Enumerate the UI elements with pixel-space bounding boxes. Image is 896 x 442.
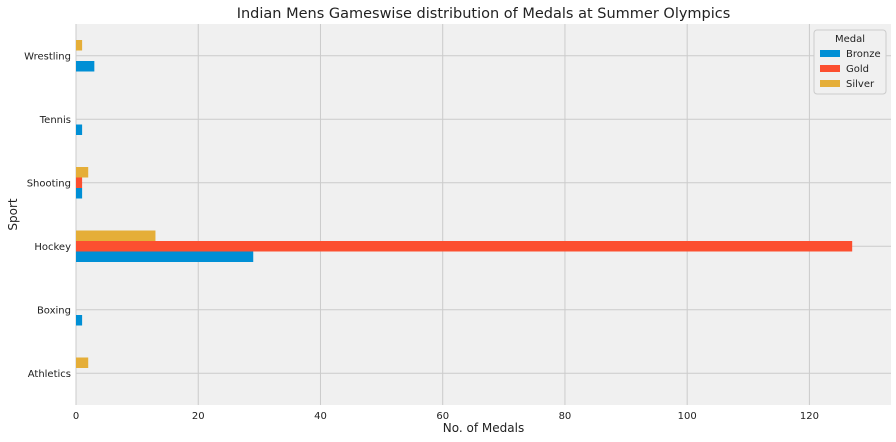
y-tick-label: Hockey (34, 242, 71, 253)
bar-bronze-shooting (76, 188, 83, 199)
legend-label-gold: Gold (846, 64, 869, 75)
legend-box (813, 29, 887, 95)
bar-bronze-tennis (76, 124, 83, 135)
bar-bronze-hockey (76, 251, 254, 262)
y-tick-labels: Athletics Boxing Hockey Shooting Tennis Wrest… (24, 51, 71, 380)
x-tick-label: 120 (800, 411, 819, 422)
bars (76, 40, 853, 368)
bar-gold-hockey (76, 241, 853, 252)
legend-label-silver: Silver (846, 79, 875, 90)
bar-silver-athletics (76, 357, 89, 368)
plot-background (76, 24, 891, 405)
chart-title: Indian Mens Gameswise distribution of Me… (237, 6, 731, 22)
y-tick-label: Boxing (37, 305, 71, 316)
x-tick-labels: 0 20 40 60 80 100 120 (73, 411, 819, 422)
y-tick-label: Tennis (39, 115, 71, 126)
x-tick-label: 20 (192, 411, 205, 422)
legend-title: Medal (835, 34, 865, 45)
bar-gold-shooting (76, 177, 83, 188)
bar-silver-shooting (76, 167, 89, 178)
legend-swatch-bronze (820, 50, 840, 57)
bar-silver-hockey (76, 230, 156, 241)
x-axis-label: No. of Medals (443, 421, 524, 435)
x-tick-label: 0 (73, 411, 79, 422)
legend-swatch-gold (820, 65, 840, 72)
x-tick-label: 80 (559, 411, 572, 422)
y-tick-label: Wrestling (24, 51, 71, 62)
legend-swatch-silver (820, 80, 840, 87)
y-tick-label: Shooting (27, 178, 71, 189)
bar-bronze-boxing (76, 315, 83, 326)
legend: Medal Bronze Gold Silver (813, 29, 887, 95)
x-tick-label: 40 (314, 411, 327, 422)
bar-silver-wrestling (76, 40, 83, 51)
x-tick-label: 60 (436, 411, 449, 422)
x-tick-label: 100 (678, 411, 697, 422)
legend-label-bronze: Bronze (846, 49, 881, 60)
bar-bronze-wrestling (76, 61, 95, 72)
y-axis-label: Sport (6, 198, 20, 231)
y-tick-label: Athletics (28, 369, 71, 380)
